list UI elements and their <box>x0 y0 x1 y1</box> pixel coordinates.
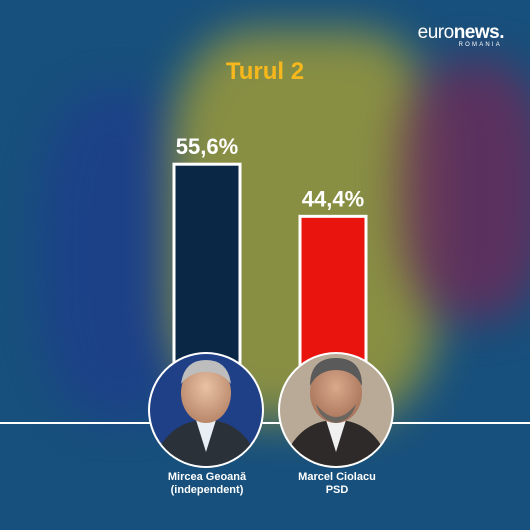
candidate-party: PSD <box>325 484 349 496</box>
logo-subtitle: ROMANIA <box>458 42 502 48</box>
portrait-photo-geoana <box>148 352 264 468</box>
candidate-name: Marcel Ciolacu <box>298 471 376 483</box>
candidate-name: Mircea Geoană <box>167 471 247 483</box>
logo-text-bold: news. <box>453 22 505 43</box>
candidate-party: (independent) <box>170 484 244 496</box>
candidate-label-geoana: Mircea Geoană (independent) <box>122 471 292 497</box>
value-label-ciolacu: 44,4% <box>302 186 364 211</box>
value-label-geoana: 55,6% <box>176 134 238 159</box>
euronews-logo: euronews. ROMANIA <box>417 22 505 48</box>
flag-blue-stripe <box>40 90 190 420</box>
logo-text-main: euro <box>417 22 455 43</box>
candidate-label-ciolacu: Marcel Ciolacu PSD <box>252 471 422 497</box>
flag-red-stripe <box>400 60 530 320</box>
portrait-photo-ciolacu <box>278 352 394 468</box>
chart-title: Turul 2 <box>225 58 305 85</box>
